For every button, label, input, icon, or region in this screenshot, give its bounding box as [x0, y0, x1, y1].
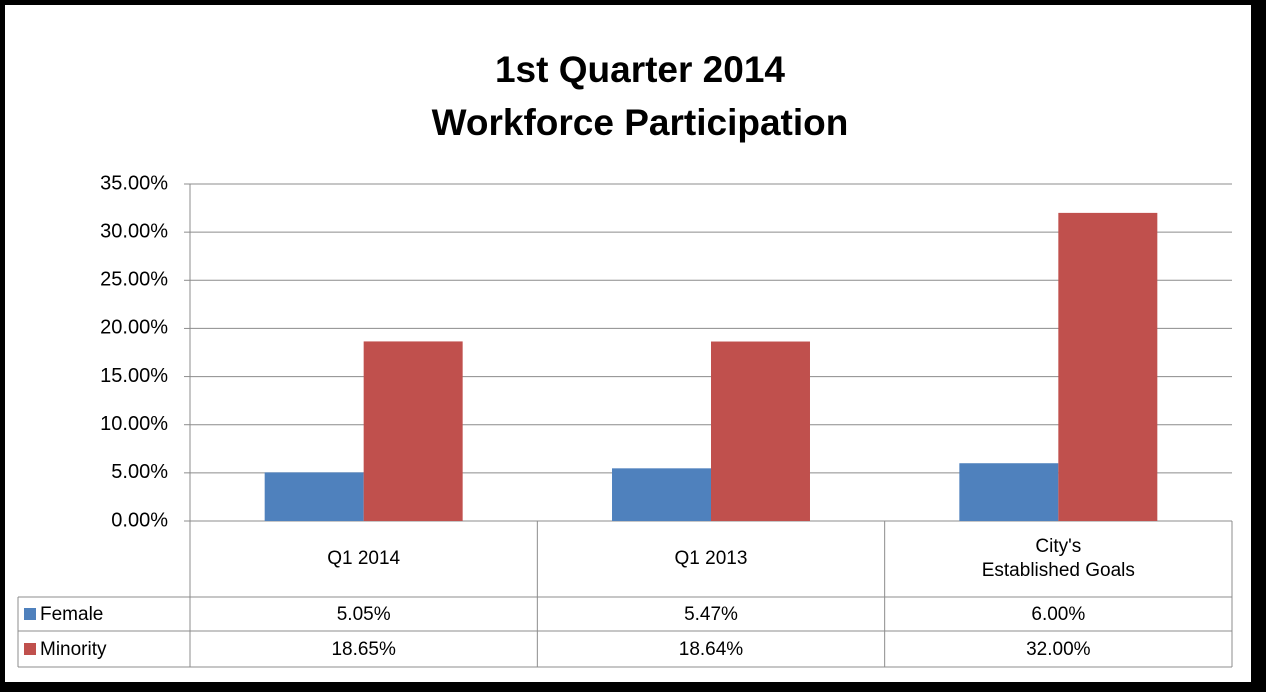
bar: [612, 468, 711, 521]
y-tick-label: 35.00%: [100, 172, 168, 194]
bar: [711, 341, 810, 521]
bar: [264, 472, 364, 521]
y-tick-label: 10.00%: [100, 413, 168, 435]
data-label: 5.47%: [684, 604, 738, 625]
x-tick-label: Q1 2013: [674, 548, 748, 569]
y-tick-label: 30.00%: [100, 220, 168, 242]
y-tick-label: 5.00%: [111, 461, 168, 483]
legend-key: [24, 643, 36, 655]
bar: [1058, 212, 1158, 521]
data-label: 18.65%: [331, 639, 396, 660]
legend-label: Minority: [40, 639, 107, 660]
x-tick-label: Q1 2014: [327, 548, 401, 569]
y-tick-label: 25.00%: [100, 269, 168, 291]
chart-background: [5, 5, 1251, 682]
data-label: 6.00%: [1031, 604, 1085, 625]
legend-key: [24, 608, 36, 620]
y-tick-label: 20.00%: [100, 317, 168, 339]
chart-subtitle: Workforce Participation: [432, 102, 849, 143]
chart-title: 1st Quarter 2014: [495, 49, 785, 90]
y-tick-label: 15.00%: [100, 365, 168, 387]
data-label: 18.64%: [679, 639, 744, 660]
data-label: 32.00%: [1026, 639, 1091, 660]
x-tick-label: City's Established Goals: [981, 536, 1135, 581]
bar: [959, 463, 1059, 521]
legend-label: Female: [40, 604, 103, 625]
y-tick-label: 0.00%: [111, 509, 168, 531]
data-label: 5.05%: [337, 604, 391, 625]
bar: [363, 341, 463, 521]
